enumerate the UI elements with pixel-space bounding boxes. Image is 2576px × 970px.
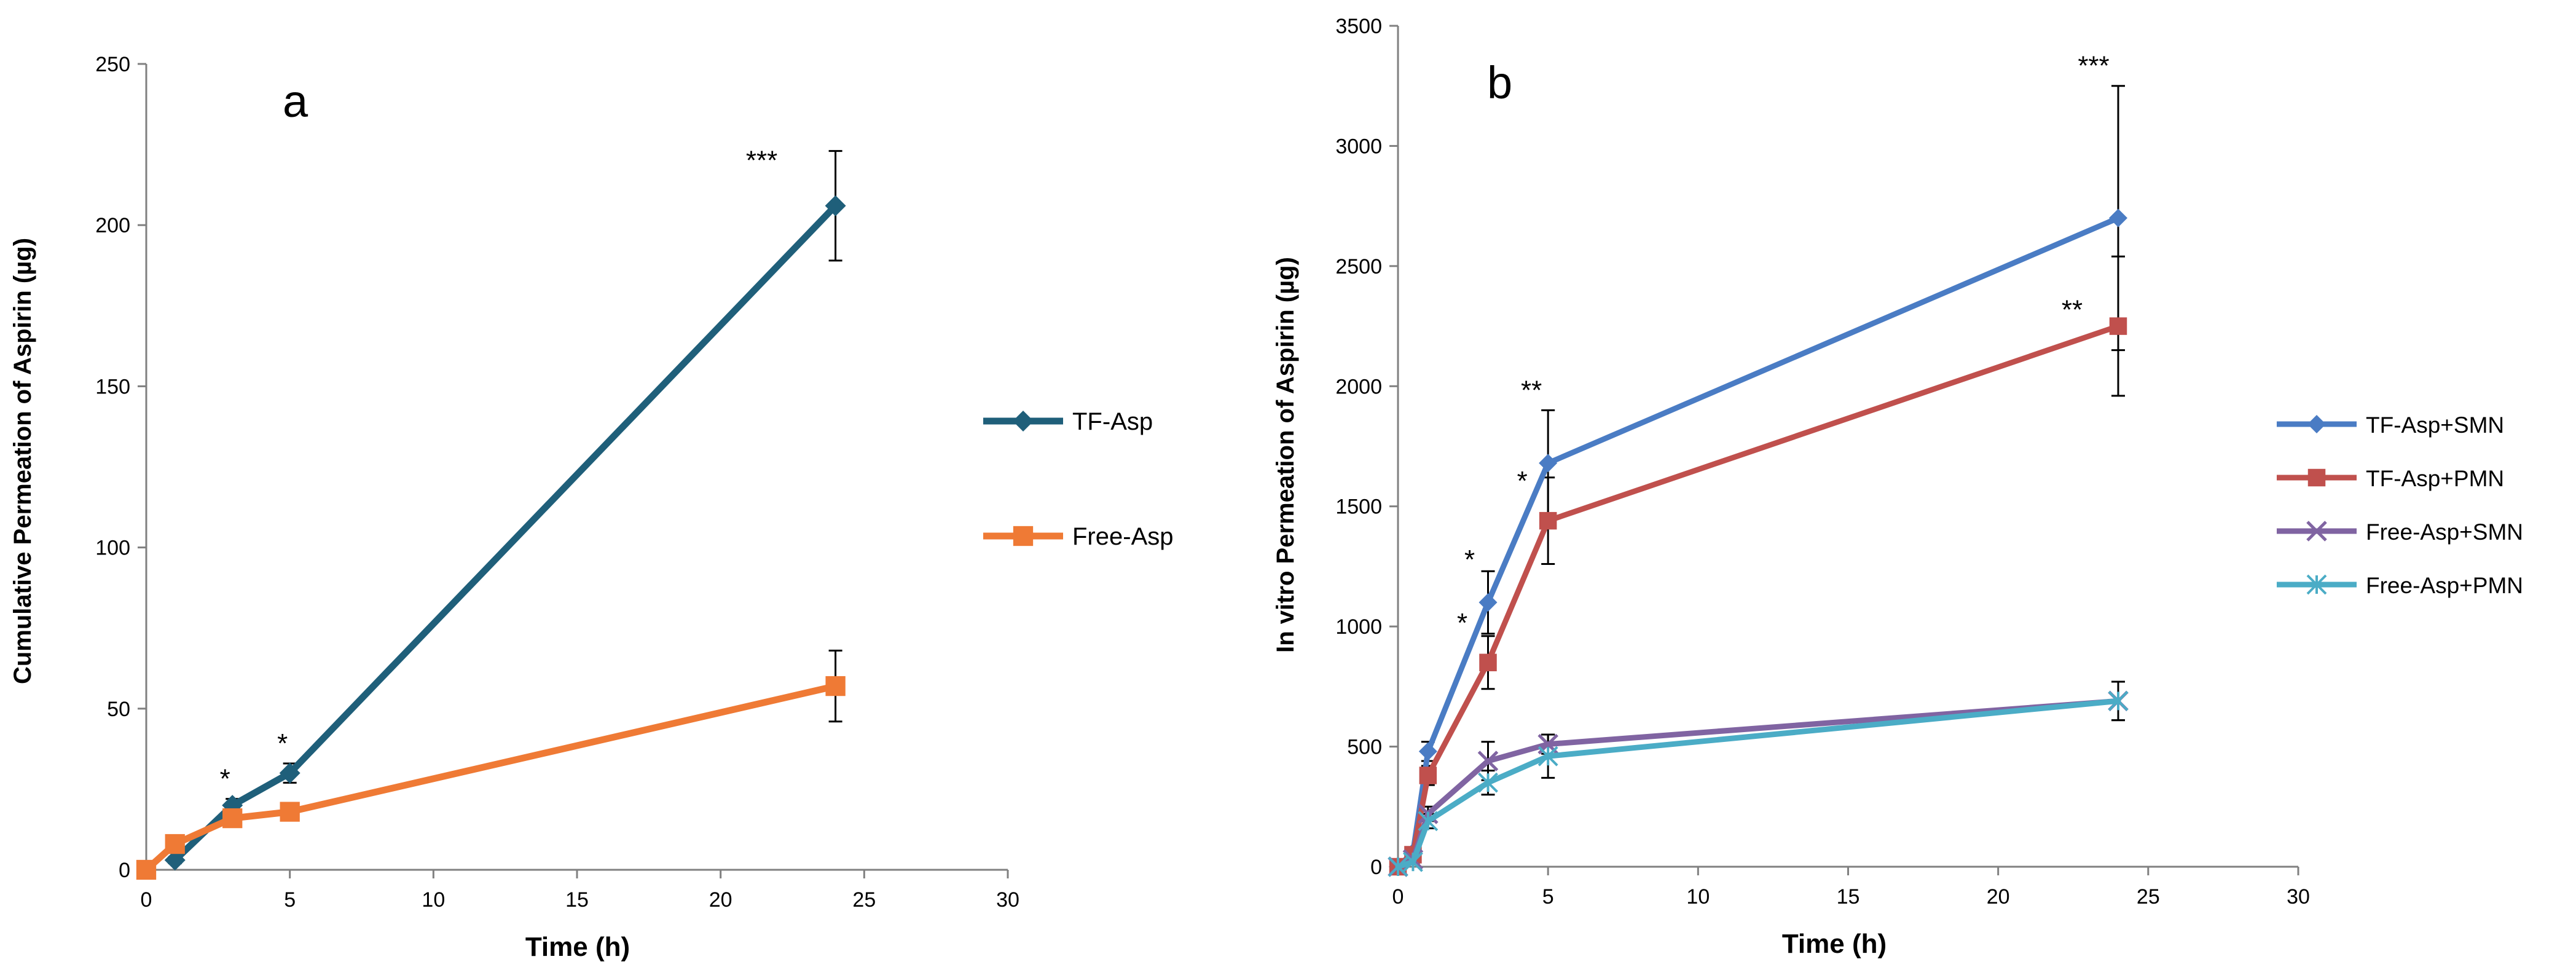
x-tick-label: 10 bbox=[422, 888, 445, 912]
y-axis-label: Cumulative Permeation of Aspirin (µg) bbox=[9, 238, 36, 684]
x-tick-label: 20 bbox=[709, 888, 732, 912]
legend-marker bbox=[1013, 526, 1034, 546]
significance-label: * bbox=[1517, 466, 1528, 496]
x-tick-label: 15 bbox=[565, 888, 589, 912]
legend-label: TF-Asp+PMN bbox=[2366, 466, 2504, 491]
x-tick-label: 25 bbox=[2137, 885, 2160, 909]
significance-label: * bbox=[220, 764, 230, 794]
data-point bbox=[136, 859, 157, 880]
x-axis-label: Time (h) bbox=[525, 932, 630, 962]
legend-marker bbox=[2307, 468, 2326, 487]
y-tick-label: 2500 bbox=[1335, 255, 1382, 278]
data-point bbox=[2108, 690, 2129, 711]
data-point bbox=[279, 762, 300, 784]
data-point bbox=[1477, 751, 1499, 771]
significance-label: *** bbox=[2078, 51, 2109, 81]
legend-marker bbox=[2306, 574, 2327, 595]
legend-label: Free-Asp+PMN bbox=[2366, 573, 2523, 598]
x-tick-label: 20 bbox=[1987, 885, 2010, 909]
data-point bbox=[2109, 317, 2127, 335]
data-point bbox=[164, 850, 186, 871]
x-tick-label: 0 bbox=[141, 888, 152, 912]
data-point bbox=[222, 808, 243, 829]
data-point bbox=[1388, 856, 1408, 877]
y-tick-label: 250 bbox=[95, 53, 130, 76]
legend-marker bbox=[2306, 521, 2327, 542]
data-point bbox=[1537, 746, 1558, 767]
x-tick-label: 15 bbox=[1837, 885, 1860, 909]
x-tick-label: 5 bbox=[1542, 885, 1554, 909]
legend-marker bbox=[1013, 411, 1034, 432]
significance-label: * bbox=[1457, 608, 1467, 638]
legend-label: Free-Asp bbox=[1072, 523, 1174, 550]
y-tick-label: 500 bbox=[1347, 736, 1382, 759]
data-point bbox=[1539, 454, 1558, 473]
data-point bbox=[1403, 851, 1423, 872]
y-tick-label: 0 bbox=[119, 859, 130, 882]
data-point bbox=[165, 834, 185, 854]
panel-label: b bbox=[1487, 57, 1512, 108]
x-tick-label: 10 bbox=[1686, 885, 1710, 909]
legend-marker bbox=[2307, 415, 2326, 433]
chart-panel-b: b Time (h) In vitro Permeation of Aspiri… bbox=[1272, 15, 2523, 959]
y-tick-label: 200 bbox=[95, 214, 130, 237]
data-point bbox=[1478, 772, 1498, 793]
x-tick-label: 30 bbox=[996, 888, 1019, 912]
data-point bbox=[825, 195, 846, 216]
significance-label: * bbox=[277, 728, 288, 759]
y-tick-label: 0 bbox=[1370, 856, 1382, 879]
y-tick-label: 50 bbox=[107, 698, 130, 721]
y-axis-label: In vitro Permeation of Aspirin (µg) bbox=[1272, 257, 1299, 653]
data-point bbox=[280, 802, 300, 822]
data-point bbox=[1419, 767, 1437, 784]
x-tick-label: 5 bbox=[284, 888, 296, 912]
significance-label: ** bbox=[2062, 295, 2083, 325]
significance-label: *** bbox=[746, 146, 777, 176]
y-tick-label: 1500 bbox=[1335, 495, 1382, 519]
legend-label: TF-Asp+SMN bbox=[2366, 412, 2504, 438]
y-tick-label: 150 bbox=[95, 375, 130, 398]
x-tick-label: 0 bbox=[1392, 885, 1404, 909]
data-point bbox=[1539, 511, 1557, 530]
chart-panel-a: a Time (h) Cumulative Permeation of Aspi… bbox=[9, 53, 1174, 962]
y-tick-label: 100 bbox=[95, 537, 130, 560]
data-point bbox=[1479, 653, 1497, 672]
x-axis-label: Time (h) bbox=[1782, 929, 1887, 959]
data-point bbox=[1478, 593, 1498, 612]
x-tick-label: 30 bbox=[2287, 885, 2310, 909]
y-tick-label: 3500 bbox=[1335, 15, 1382, 38]
y-tick-label: 2000 bbox=[1335, 375, 1382, 398]
data-point bbox=[825, 676, 846, 696]
data-point bbox=[1418, 742, 1437, 761]
y-tick-label: 3000 bbox=[1335, 135, 1382, 158]
panel-label: a bbox=[283, 76, 308, 127]
legend-label: Free-Asp+SMN bbox=[2366, 519, 2523, 545]
x-tick-label: 25 bbox=[852, 888, 876, 912]
legend-label: TF-Asp bbox=[1072, 408, 1153, 435]
y-tick-label: 1000 bbox=[1335, 615, 1382, 639]
significance-label: * bbox=[1464, 545, 1475, 575]
data-point bbox=[2109, 208, 2127, 227]
significance-label: ** bbox=[1521, 375, 1542, 405]
data-point bbox=[1418, 811, 1439, 832]
